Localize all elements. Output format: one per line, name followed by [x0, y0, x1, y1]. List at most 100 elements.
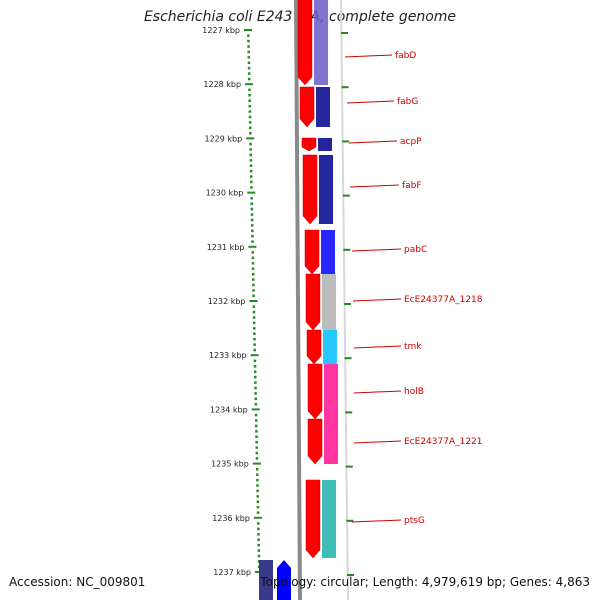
ruler-minor-tick [252, 316, 256, 319]
bottom-gene-block [259, 560, 273, 600]
gene-label-connector [349, 184, 400, 188]
ruler-minor-tick [253, 332, 256, 336]
ruler-minor-tick [252, 310, 256, 314]
forward-gene-arrow [307, 363, 323, 420]
genome-info-label: Topology: circular; Length: 4,979,619 bp… [260, 575, 590, 589]
ruler-minor-tick [248, 115, 252, 119]
gene-label[interactable]: EcE24377A_1221 [404, 437, 483, 447]
ruler-minor-tick [254, 386, 257, 390]
ruler-minor-tick [251, 251, 255, 254]
reverse-gene-block [324, 419, 338, 464]
forward-gene-arrow [304, 229, 320, 275]
gene-label[interactable]: acpP [400, 137, 422, 147]
gene-label-connector [348, 140, 398, 144]
ruler-minor-tick [249, 153, 253, 157]
reverse-gene-block [322, 480, 336, 558]
ruler-label: 1229 kbp [204, 134, 242, 143]
ruler-minor-tick [257, 554, 261, 558]
ruler-minor-tick [248, 88, 251, 92]
ruler-minor-tick [257, 538, 260, 541]
ruler-minor-tick [248, 99, 251, 102]
ruler-minor-tick [252, 289, 255, 292]
ruler-minor-tick [257, 522, 260, 525]
reverse-gene-block [322, 274, 336, 330]
ruler-minor-tick [250, 224, 254, 227]
accession-label: Accession: NC_009801 [9, 575, 146, 589]
ruler-label: 1232 kbp [208, 297, 246, 306]
ruler-minor-tick [248, 94, 251, 97]
ruler-minor-tick [248, 121, 252, 124]
ruler-minor-tick [257, 543, 260, 547]
ruler-minor-tick [256, 495, 259, 498]
ruler-minor-tick [254, 413, 258, 417]
ruler-minor-tick [255, 451, 259, 455]
ruler-minor-tick [247, 50, 250, 54]
ruler-minor-tick [249, 131, 252, 135]
forward-gene-arrow [305, 273, 321, 331]
ruler-minor-tick [249, 159, 253, 162]
ruler-minor-tick [254, 375, 257, 379]
ruler-minor-tick [249, 142, 252, 146]
ruler-minor-tick [254, 397, 257, 401]
ruler-minor-tick [254, 402, 258, 406]
ruler-minor-tick [247, 61, 251, 65]
ruler-minor-tick [250, 180, 253, 184]
ruler-minor-tick [250, 197, 253, 200]
ruler-minor-tick [253, 327, 256, 330]
ruler-minor-tick [253, 365, 257, 368]
ruler-minor-tick [247, 56, 251, 59]
gene-label[interactable]: ptsG [404, 516, 425, 526]
ruler-minor-tick [256, 489, 259, 493]
ruler-minor-tick [250, 207, 254, 211]
gene-label[interactable]: pabC [404, 245, 427, 255]
gene-label-connector [352, 298, 402, 302]
ruler-minor-tick [247, 34, 250, 37]
ruler-minor-tick [253, 337, 256, 341]
gene-label-connector [353, 390, 402, 394]
ruler-minor-tick [247, 45, 250, 48]
gene-label-connector [351, 519, 402, 523]
ruler-label: 1235 kbp [211, 460, 249, 469]
ruler-minor-tick [254, 419, 258, 422]
ruler-minor-tick [249, 164, 253, 167]
genome-backbone-inner [340, 0, 349, 600]
gene-label[interactable]: EcE24377A_1218 [404, 295, 483, 305]
ruler-minor-tick [252, 283, 255, 287]
forward-gene-arrow [299, 86, 315, 128]
ruler-label: 1236 kbp [212, 514, 250, 523]
gene-label[interactable]: fabF [402, 181, 422, 191]
ruler-minor-tick [256, 500, 260, 504]
ruler-minor-tick [252, 305, 256, 308]
ruler-minor-tick [251, 267, 255, 270]
ruler-label: 1230 kbp [206, 189, 244, 198]
ruler-minor-tick [249, 169, 253, 173]
gene-label[interactable]: tmk [404, 342, 422, 352]
genome-backbone-outer [294, 0, 302, 600]
ruler-minor-tick [250, 218, 254, 222]
ruler-minor-tick [253, 343, 256, 346]
ruler-minor-tick [250, 202, 254, 205]
forward-gene-arrow [297, 0, 313, 86]
ruler-minor-tick [248, 104, 252, 108]
gene-label[interactable]: fabD [395, 51, 416, 61]
reverse-gene-block [319, 155, 333, 224]
ruler-minor-tick [256, 478, 259, 482]
ruler-minor-tick [248, 110, 252, 113]
ruler-minor-tick [255, 457, 259, 460]
ruler-minor-tick [251, 234, 254, 238]
gene-label[interactable]: holB [404, 387, 424, 397]
ruler-minor-tick [254, 381, 257, 384]
ruler-minor-tick [255, 435, 258, 438]
ruler-minor-tick [257, 533, 260, 536]
ruler-minor-tick [247, 77, 251, 81]
ruler-minor-tick [249, 175, 253, 178]
ruler-minor-tick [247, 66, 251, 70]
reverse-gene-block [314, 0, 328, 85]
ruler-minor-tick [255, 424, 258, 428]
gene-label[interactable]: fabG [397, 97, 418, 107]
forward-gene-arrow [305, 479, 321, 559]
bottom-gene-arrow [277, 560, 291, 600]
ruler-minor-tick [253, 348, 256, 352]
